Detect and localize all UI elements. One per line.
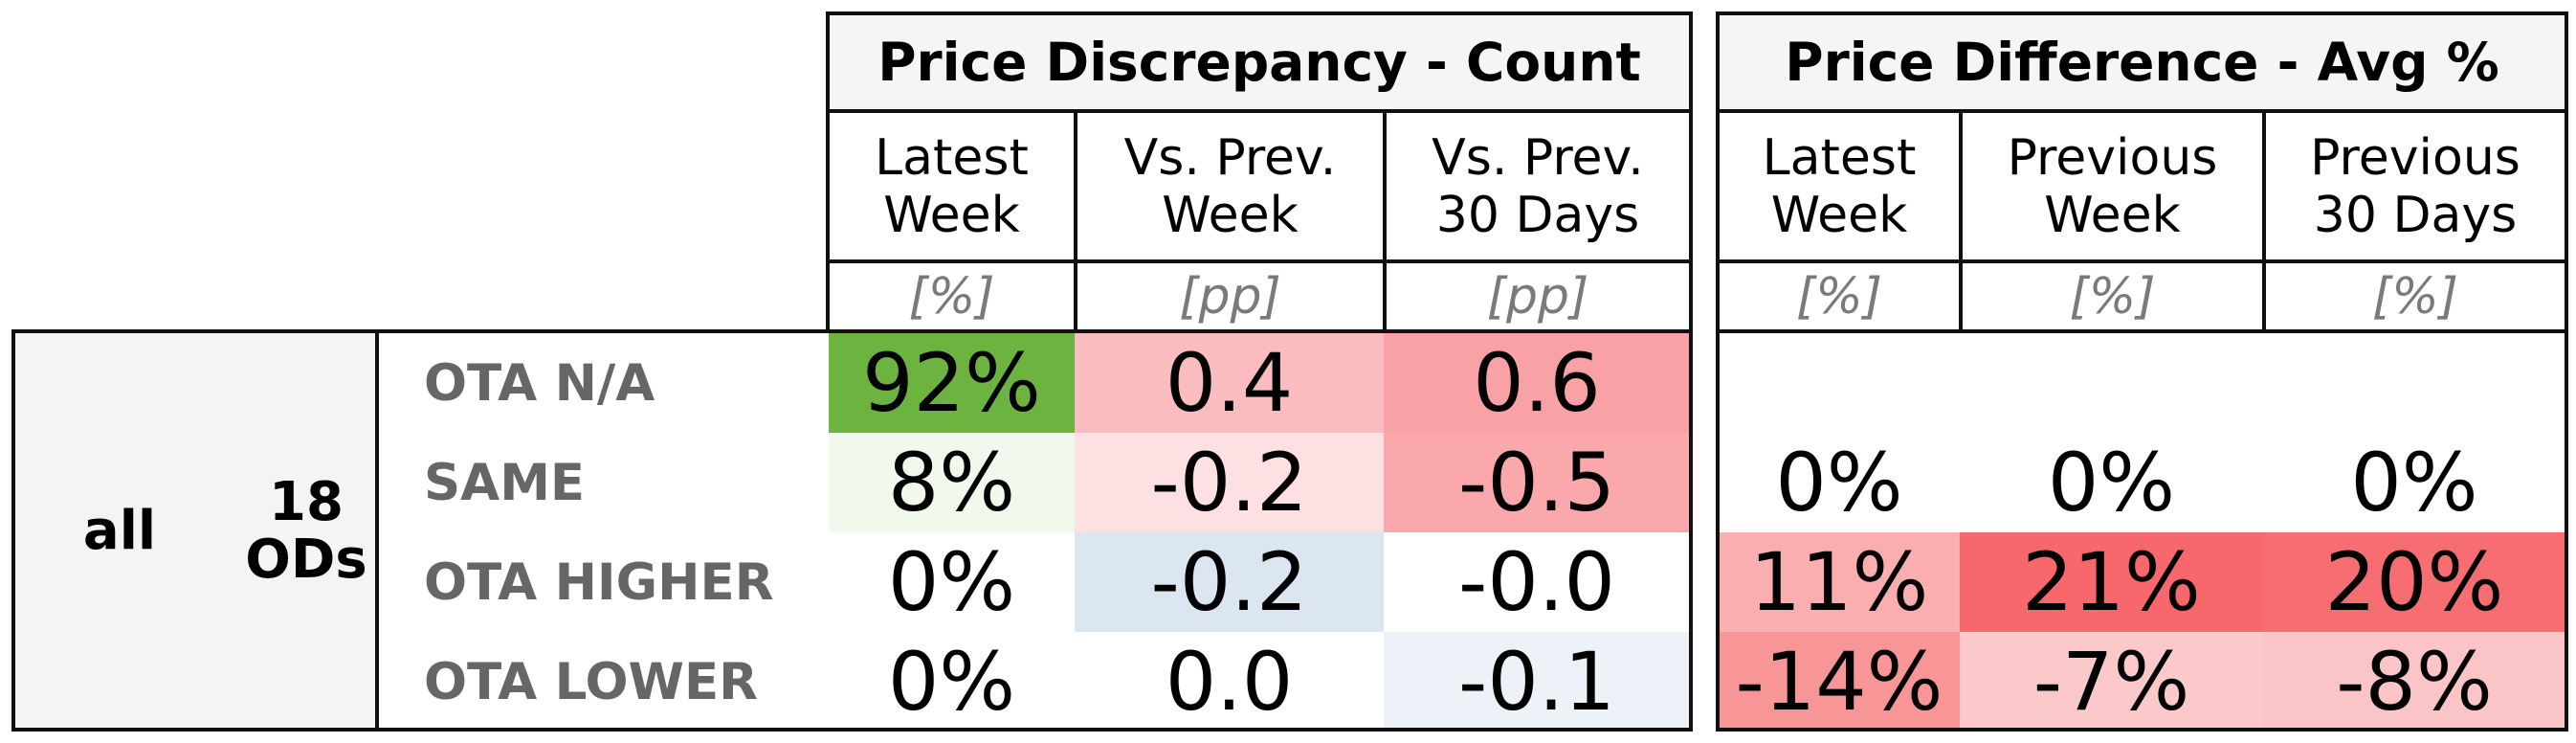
header-line: Latest [875,128,1029,187]
table-cell: 0.4 [1075,333,1384,433]
header-line: 30 Days [2313,186,2518,244]
col-header-count-vs-prev-30-days: Vs. Prev. 30 Days [1383,109,1693,263]
table-cell: 92% [829,333,1075,433]
header-line: Week [883,186,1020,244]
col-header-avg-previous-30-days: Previous 30 Days [2262,109,2568,263]
col-header-count-vs-prev-week: Vs. Prev. Week [1074,109,1387,263]
table-cell: -14% [1719,632,1960,732]
table-cell: 0.6 [1384,333,1690,433]
table-cell: 8% [829,433,1075,532]
table-cell: -7% [1960,632,2263,732]
table-cell: -8% [2263,632,2565,732]
table-cell: -0.0 [1384,532,1690,632]
unit-count-vs-prev-30-days: [pp] [1383,259,1693,333]
row-label: OTA N/A [424,353,655,413]
header-line: Vs. Prev. [1123,128,1337,187]
table-cell: 0% [829,632,1075,732]
header-line: Week [1770,186,1908,244]
unit-avg-previous-week: [%] [1959,259,2266,333]
table-cell: -0.5 [1384,433,1690,532]
col-header-avg-previous-week: Previous Week [1959,109,2266,263]
row-label: OTA LOWER [424,652,758,711]
table-cell: -0.2 [1075,532,1384,632]
table-cell: 21% [1960,532,2263,632]
header-line: Previous [2310,128,2520,187]
table-cell: 0.0 [1075,632,1384,732]
row-label: SAME [424,453,586,512]
col-header-count-latest-week: Latest Week [826,109,1077,263]
header-line: 30 Days [1435,186,1640,244]
header-line: Week [2044,186,2181,244]
price-difference-avg-title: Price Difference - Avg % [1716,11,2568,113]
table-cell [2263,333,2565,433]
table-cell: 11% [1719,532,1960,632]
table-cell [1960,333,2263,433]
unit-avg-latest-week: [%] [1716,259,1963,333]
table-cell: 0% [2263,433,2565,532]
table-cell: 0% [1719,433,1960,532]
col-header-avg-latest-week: Latest Week [1716,109,1963,263]
unit-count-vs-prev-week: [pp] [1074,259,1387,333]
segment-label: all [82,500,157,562]
od-count-number: 18 [269,471,344,533]
od-count-unit: ODs [245,529,367,591]
row-stub [11,331,379,732]
table-cell: 0% [829,532,1075,632]
table-cell: -0.2 [1075,433,1384,532]
header-line: Latest [1762,128,1917,187]
header-line: Vs. Prev. [1432,128,1644,187]
stub-divider [375,329,379,732]
header-line: Previous [2007,128,2218,187]
table-cell: 20% [2263,532,2565,632]
table-cell [1719,333,1960,433]
price-discrepancy-count-title: Price Discrepancy - Count [826,11,1693,113]
od-count-label: 18 ODs [239,469,373,594]
unit-avg-previous-30-days: [%] [2262,259,2568,333]
header-line: Week [1162,186,1299,244]
table-cell: -0.1 [1384,632,1690,732]
table-cell: 0% [1960,433,2263,532]
unit-count-latest-week: [%] [826,259,1077,333]
row-label: OTA HIGHER [424,552,774,612]
